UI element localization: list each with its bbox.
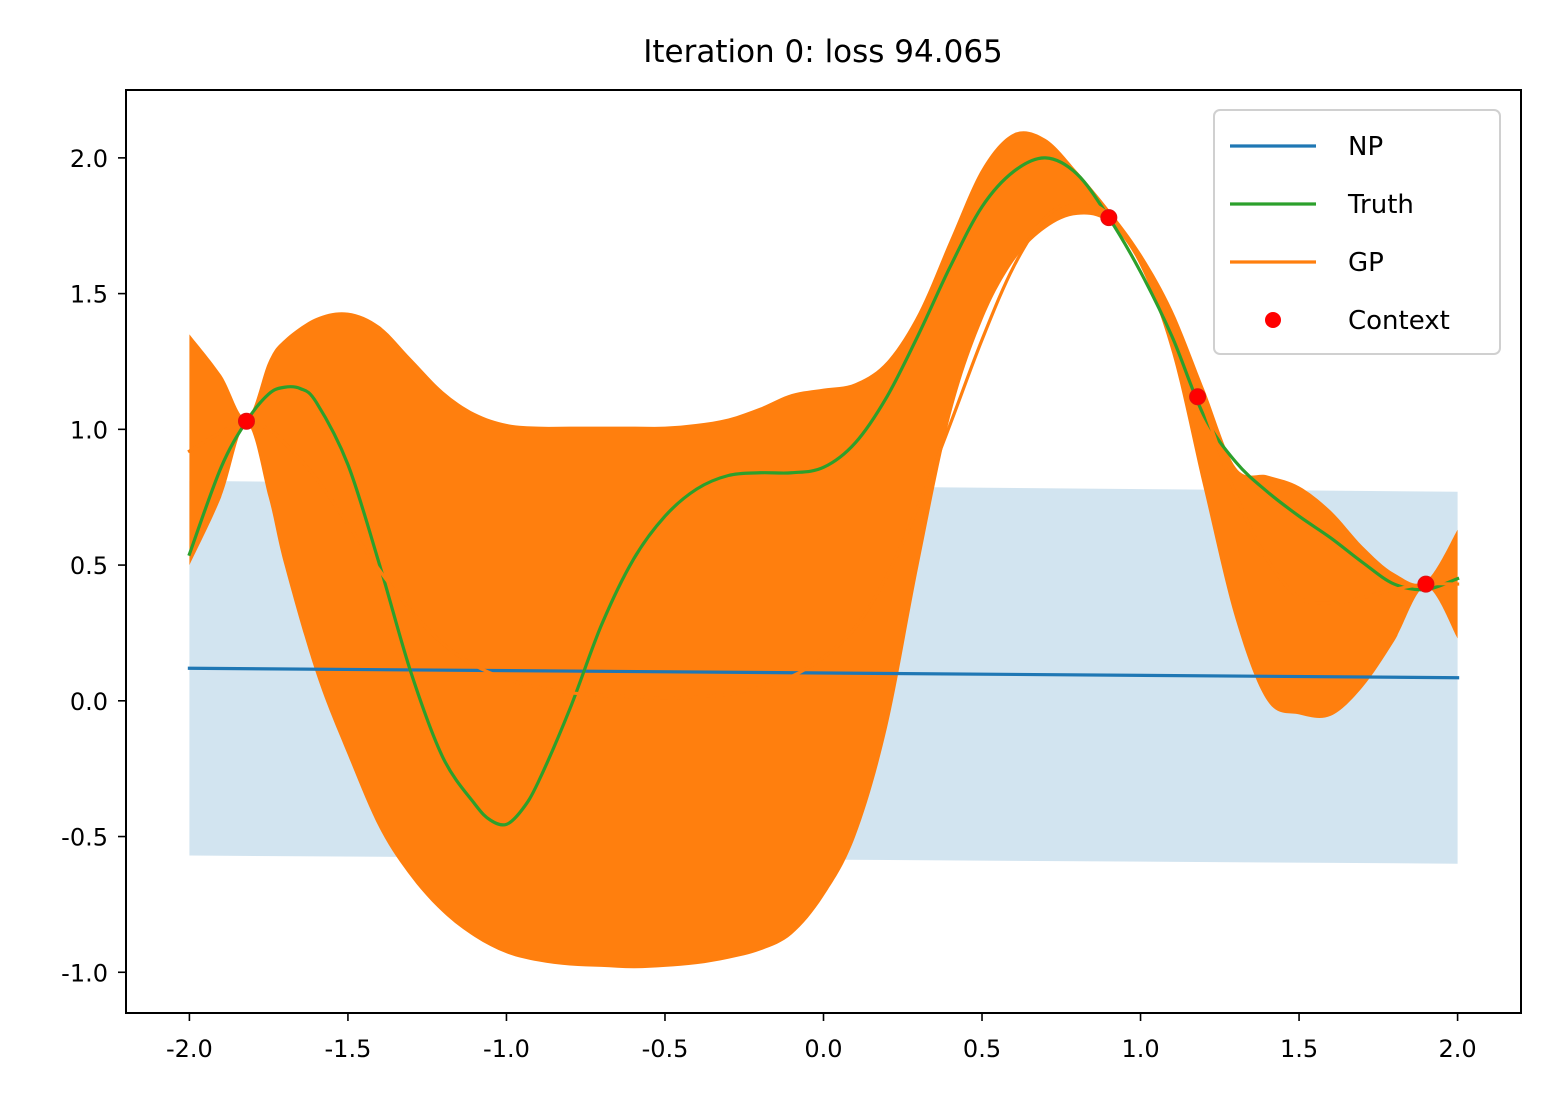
y-tick-label: 0.0	[70, 688, 108, 716]
legend-item-gp: GP	[1230, 248, 1384, 278]
y-tick-label: 1.0	[70, 416, 108, 444]
x-tick-label: -1.0	[483, 1035, 530, 1063]
x-tick-label: -2.0	[166, 1035, 213, 1063]
context-point	[237, 412, 255, 430]
x-tick-label: 0.0	[804, 1035, 842, 1063]
legend-box	[1213, 109, 1501, 355]
context-point	[1100, 209, 1118, 227]
series-line-np	[187, 666, 1460, 680]
legend-label-truth: Truth	[1347, 190, 1414, 220]
series-line-gp	[187, 199, 1460, 700]
x-axis: -2.0 -1.5 -1.0 -0.5 0.0 0.5 1.0 1.5 2.0	[166, 1013, 1477, 1063]
x-tick-label: -0.5	[642, 1035, 689, 1063]
context-point	[1417, 575, 1435, 593]
x-tick-label: 0.5	[963, 1035, 1001, 1063]
x-tick-label: 2.0	[1439, 1035, 1477, 1063]
legend-item-context: Context	[1265, 306, 1450, 336]
y-tick-label: 2.0	[70, 145, 108, 173]
x-tick-label: 1.5	[1280, 1035, 1318, 1063]
y-tick-label: 1.5	[70, 281, 108, 309]
y-tick-label: 0.5	[70, 552, 108, 580]
y-tick-label: -0.5	[61, 824, 108, 852]
legend-items: NP Truth GP Context	[1230, 132, 1450, 336]
legend-label-np: NP	[1348, 132, 1383, 162]
legend-item-truth: Truth	[1230, 190, 1414, 220]
legend-item-np: NP	[1230, 132, 1383, 162]
x-tick-label: 1.0	[1121, 1035, 1159, 1063]
legend-label-context: Context	[1348, 306, 1450, 336]
legend: NP Truth GP Context	[1213, 109, 1501, 355]
y-axis: -1.0 -0.5 0.0 0.5 1.0 1.5 2.0	[61, 145, 126, 987]
series-lines	[187, 156, 1460, 827]
x-tick-label: -1.5	[325, 1035, 372, 1063]
chart-title: Iteration 0: loss 94.065	[643, 34, 1003, 70]
legend-swatch-context	[1265, 312, 1281, 328]
gp-band-uncertainty-band	[189, 131, 1458, 969]
context-point	[1189, 388, 1207, 406]
legend-label-gp: GP	[1348, 248, 1384, 278]
context-points	[237, 209, 1435, 593]
y-tick-label: -1.0	[61, 959, 108, 987]
